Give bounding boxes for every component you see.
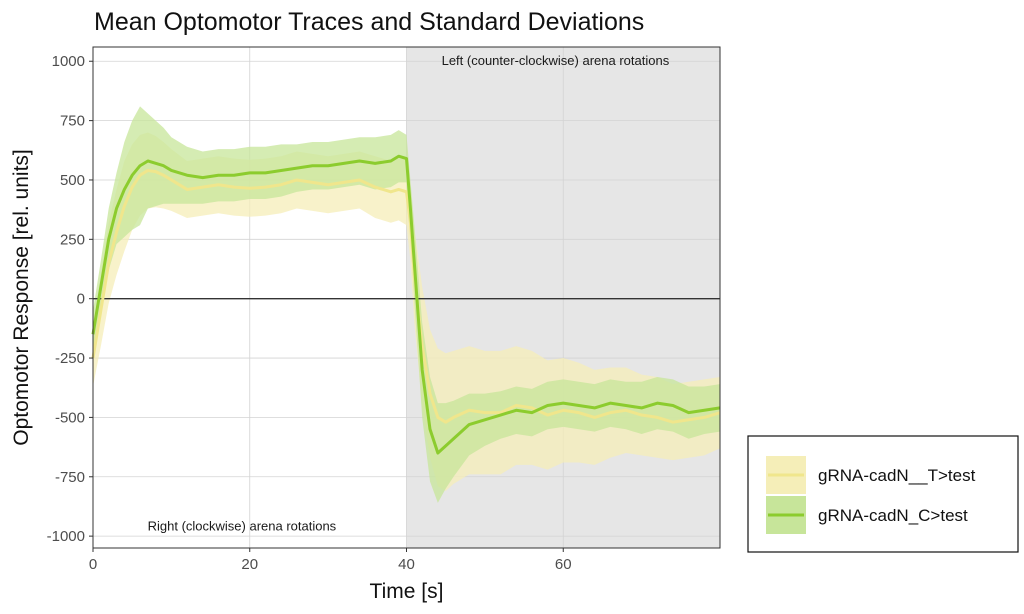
legend: gRNA-cadN__T>test gRNA-cadN_C>test xyxy=(747,435,1019,553)
x-axis-label: Time [s] xyxy=(370,580,444,603)
y-tick-label: -1000 xyxy=(47,528,85,545)
mean-line-series-1 xyxy=(91,168,721,424)
y-axis-label: Optomotor Response [rel. units] xyxy=(10,149,33,445)
y-tick-label: -500 xyxy=(55,409,85,426)
y-tick-label: -750 xyxy=(55,469,85,486)
y-tick-label: -250 xyxy=(55,350,85,367)
chart-title: Mean Optomotor Traces and Standard Devia… xyxy=(94,8,645,36)
x-tick-label: 40 xyxy=(398,556,415,573)
x-tick-label: 0 xyxy=(89,556,97,573)
x-tick-label: 20 xyxy=(241,556,258,573)
annotation-text: Left (counter-clockwise) arena rotations xyxy=(442,53,670,68)
x-tick-label: 60 xyxy=(555,556,572,573)
annotations: Left (counter-clockwise) arena rotations… xyxy=(148,53,670,533)
y-tick-label: 750 xyxy=(60,113,85,130)
y-tick-label: 0 xyxy=(77,291,85,308)
y-tick-label: 1000 xyxy=(52,53,85,70)
y-tick-label: 500 xyxy=(60,172,85,189)
x-axis-ticks: 0 20 40 60 xyxy=(89,548,572,573)
mean-lines xyxy=(91,154,721,455)
y-axis-ticks: -1000 -750 -500 -250 0 250 500 750 1000 xyxy=(47,53,93,545)
mean-line-series-2 xyxy=(91,154,721,455)
legend-label: gRNA-cadN_C>test xyxy=(818,506,968,525)
y-tick-label: 250 xyxy=(60,231,85,248)
annotation-text: Right (clockwise) arena rotations xyxy=(148,519,337,534)
legend-label: gRNA-cadN__T>test xyxy=(818,466,976,485)
